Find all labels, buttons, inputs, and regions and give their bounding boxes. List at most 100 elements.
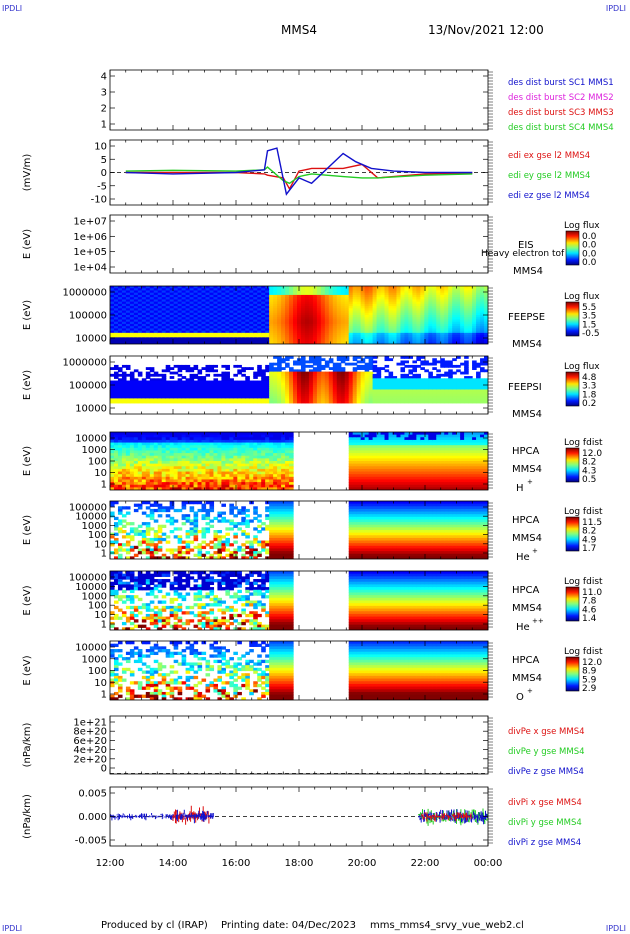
heatmap-cell bbox=[129, 303, 135, 307]
heatmap-cell bbox=[468, 382, 473, 386]
heatmap-cell bbox=[237, 328, 242, 332]
heatmap-cell bbox=[408, 303, 413, 307]
heatmap-cell bbox=[293, 385, 298, 388]
heatmap-cell bbox=[169, 398, 175, 402]
heatmap-cell bbox=[237, 321, 242, 325]
heatmap-cell bbox=[289, 301, 294, 305]
heatmap-cell bbox=[304, 310, 310, 314]
heatmap-cell bbox=[436, 312, 441, 316]
heatmap-cell bbox=[189, 380, 195, 384]
heatmap-cell bbox=[424, 393, 429, 397]
heatmap-cell bbox=[400, 378, 406, 382]
heatmap-cell bbox=[133, 453, 139, 457]
heatmap-cell bbox=[364, 362, 370, 366]
heatmap-cell bbox=[344, 398, 350, 402]
heatmap-cell bbox=[372, 323, 378, 327]
heatmap-cell bbox=[308, 391, 314, 395]
heatmap-cell bbox=[113, 380, 119, 384]
heatmap-cell bbox=[348, 286, 354, 289]
heatmap-cell bbox=[193, 286, 199, 289]
heatmap-cell bbox=[448, 321, 453, 325]
heatmap-cell bbox=[173, 439, 179, 444]
heatmap-cell bbox=[217, 290, 223, 294]
heatmap-cell bbox=[249, 335, 254, 338]
heatmap-cell bbox=[308, 382, 314, 386]
heatmap-cell bbox=[121, 364, 127, 368]
heatmap-cell bbox=[201, 447, 207, 452]
heatmap-cell bbox=[472, 299, 477, 303]
heatmap-cell bbox=[304, 380, 310, 384]
heatmap-cell bbox=[472, 310, 477, 314]
heatmap-cell bbox=[324, 400, 330, 404]
heatmap-cell bbox=[468, 297, 473, 300]
heatmap-cell bbox=[209, 319, 215, 323]
heatmap-cell bbox=[217, 303, 223, 307]
heatmap-cell bbox=[416, 299, 421, 303]
heatmap-cell bbox=[308, 290, 314, 294]
heatmap-cell bbox=[197, 461, 203, 465]
heatmap-cell bbox=[404, 341, 410, 344]
heatmap-cell bbox=[153, 303, 159, 307]
heatmap-cell bbox=[368, 308, 374, 312]
heatmap-cell bbox=[201, 301, 207, 305]
heatmap-cell bbox=[169, 380, 175, 384]
heatmap-cell bbox=[113, 306, 119, 309]
heatmap-cell bbox=[444, 306, 449, 309]
heatmap-cell bbox=[320, 292, 326, 296]
heatmap-cell bbox=[133, 297, 139, 300]
heatmap-cell bbox=[404, 312, 410, 316]
heatmap-cell bbox=[161, 463, 167, 467]
heatmap-cell bbox=[193, 466, 199, 470]
heatmap-cell bbox=[416, 315, 421, 318]
heatmap-cell bbox=[428, 303, 433, 307]
heatmap-cell bbox=[113, 439, 119, 444]
heatmap-cell bbox=[336, 400, 342, 404]
heatmap-cell bbox=[133, 330, 139, 334]
heatmap-cell bbox=[189, 330, 195, 334]
heatmap-cell bbox=[436, 328, 441, 332]
heatmap-cell bbox=[360, 396, 366, 399]
heatmap-cell bbox=[448, 378, 453, 382]
heatmap-cell bbox=[253, 321, 258, 325]
heatmap-cell bbox=[225, 294, 230, 298]
heatmap-cell bbox=[388, 376, 394, 379]
heatmap-cell bbox=[468, 321, 473, 325]
heatmap-cell bbox=[364, 328, 370, 332]
heatmap-cell bbox=[424, 297, 429, 300]
heatmap-cell bbox=[189, 301, 195, 305]
heatmap-cell bbox=[189, 484, 195, 488]
heatmap-cell bbox=[157, 335, 163, 338]
heatmap-cell bbox=[193, 306, 199, 309]
heatmap-cell bbox=[297, 385, 302, 388]
heatmap-cell bbox=[165, 484, 171, 488]
heatmap-cell bbox=[344, 389, 350, 393]
heatmap-cell bbox=[257, 299, 262, 303]
heatmap-cell bbox=[356, 288, 362, 292]
heatmap-cell bbox=[456, 396, 461, 399]
heatmap-cell bbox=[141, 337, 147, 341]
heatmap-cell bbox=[145, 453, 151, 457]
heatmap-cell bbox=[320, 310, 326, 314]
heatmap-cell bbox=[169, 292, 175, 296]
heatmap-cell bbox=[229, 297, 234, 300]
heatmap-cell bbox=[177, 466, 183, 470]
heatmap-cell bbox=[213, 303, 219, 307]
heatmap-cell bbox=[352, 326, 358, 329]
heatmap-cell bbox=[332, 376, 338, 379]
feepse-colorbar-tick: -0.5 bbox=[582, 329, 600, 339]
heatmap-cell bbox=[165, 389, 171, 393]
heatmap-cell bbox=[368, 378, 374, 382]
heatmap-cell bbox=[129, 382, 135, 386]
heatmap-cell bbox=[285, 317, 290, 321]
heatmap-cell bbox=[336, 380, 342, 384]
heatmap-cell bbox=[205, 461, 211, 465]
heatmap-cell bbox=[400, 398, 406, 402]
heatmap-cell bbox=[464, 306, 469, 309]
heatmap-cell bbox=[181, 286, 187, 289]
heatmap-cell bbox=[145, 297, 151, 300]
heatmap-cell bbox=[312, 303, 318, 307]
heatmap-cell bbox=[384, 356, 390, 359]
heatmap-cell bbox=[169, 434, 175, 438]
heatmap-cell bbox=[253, 303, 258, 307]
heatmap-cell bbox=[189, 297, 195, 300]
